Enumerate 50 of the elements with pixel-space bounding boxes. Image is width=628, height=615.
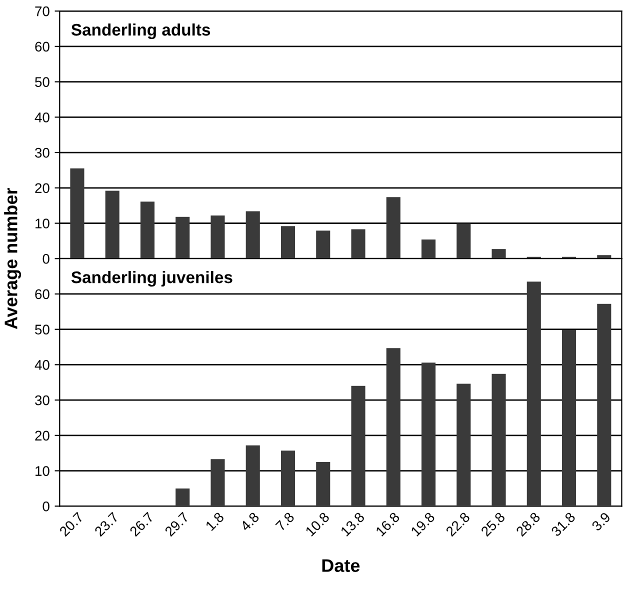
bar [105,190,120,259]
y-tick-label: 40 [34,360,50,370]
x-tick-label: 3.9 [591,512,611,532]
y-tick-label: 40 [34,112,50,122]
bar [386,197,400,259]
y-tick-label: 10 [36,218,50,228]
text: Sanderling juveniles [71,270,232,287]
bar [562,330,576,506]
bar [246,445,260,506]
bar [456,224,471,259]
bar [351,229,366,259]
bar [456,384,471,506]
bar [176,216,190,259]
bar [210,215,225,259]
x-axis-title: Date [322,559,360,572]
bar [386,348,400,506]
y-tick-label: 50 [35,324,50,334]
bar [526,282,541,506]
y-tick-label: 10 [36,466,50,476]
x-tick-label: 7.8 [275,512,295,532]
bar [316,230,330,259]
bar [421,240,436,259]
y-axis-title: Average number [4,188,22,330]
x-tick-label: 4.8 [240,512,260,532]
y-tick-label: 20 [35,430,50,441]
y-tick-label: 30 [35,395,50,406]
y-tick-label: 60 [35,42,50,52]
bar [210,459,225,506]
bar [140,202,155,259]
y-tick-label: 0 [42,501,50,512]
y-tick-label: 0 [42,254,50,264]
bar [492,374,506,506]
y-tick-label: 60 [35,289,50,300]
y-tick-label: 30 [35,148,50,158]
bar [246,211,260,259]
bar [421,362,436,506]
y-tick-label: 20 [35,183,50,194]
bar [597,304,612,506]
y-tick-label: 50 [35,77,50,87]
y-tick-label: 70 [35,6,50,16]
bar [316,462,330,506]
bar [280,450,296,506]
x-tick-label: 1.8 [205,512,225,532]
text: Sanderling adults [71,23,210,40]
bar [492,249,506,259]
bar [351,386,366,506]
bar [280,226,296,259]
x-tick-label: 31.8 [550,512,576,537]
bar [70,168,84,259]
bar [176,488,190,506]
